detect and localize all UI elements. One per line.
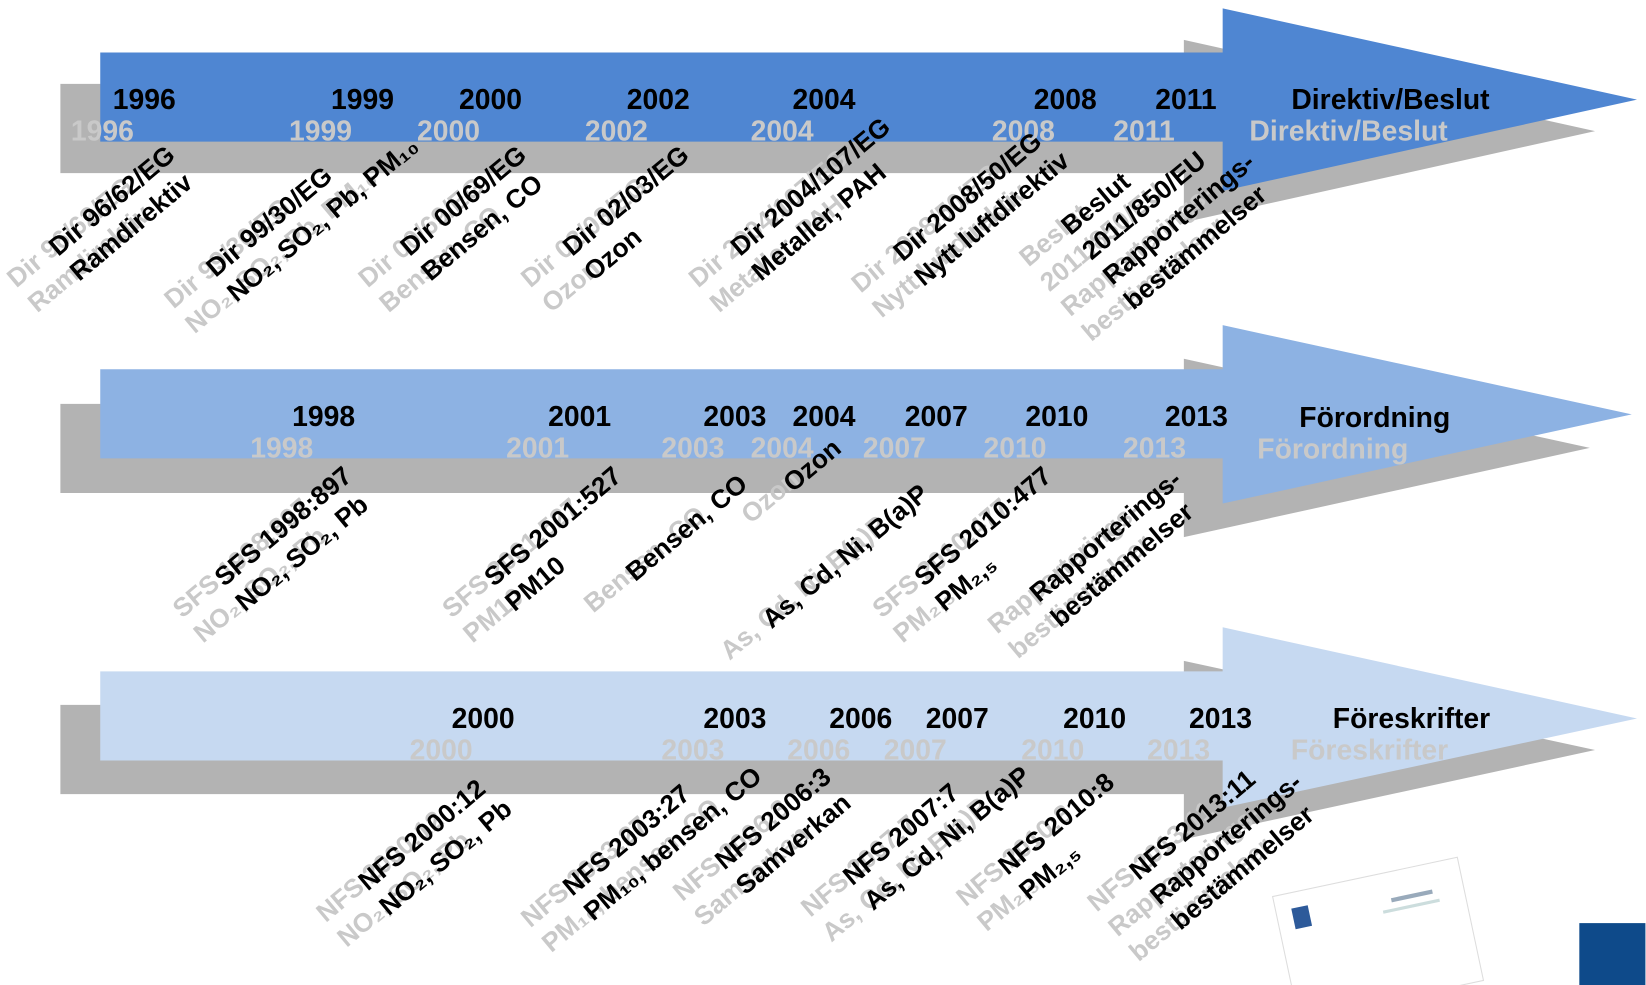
row-title-shadow: Förordning	[1257, 433, 1408, 465]
year: 2003	[703, 703, 766, 735]
row-title-shadow: Direktiv/Beslut	[1249, 116, 1448, 148]
year-shadow: 2003	[661, 432, 724, 464]
year: 2013	[1189, 703, 1252, 735]
year-shadow: 1999	[289, 116, 352, 148]
year: 1998	[292, 401, 355, 433]
year-shadow: 2000	[410, 734, 473, 766]
year-shadow: 2013	[1147, 734, 1210, 766]
arrow	[100, 8, 1638, 191]
doc-line	[1390, 889, 1433, 903]
year: 2007	[905, 401, 968, 433]
year: 1999	[331, 84, 394, 116]
row-title: Förordning	[1299, 402, 1450, 434]
year: 2002	[627, 84, 690, 116]
year: 2000	[452, 703, 515, 735]
year-shadow: 2004	[751, 116, 814, 148]
year-shadow: 2001	[506, 432, 569, 464]
year: 2013	[1165, 401, 1228, 433]
year-shadow: 2010	[1021, 734, 1084, 766]
year-shadow: 2007	[863, 432, 926, 464]
doc-line	[1382, 898, 1440, 914]
year-shadow: 1998	[250, 432, 313, 464]
year-shadow: 2013	[1123, 432, 1186, 464]
year: 2000	[459, 84, 522, 116]
logo	[1291, 905, 1313, 930]
document-thumbnail	[1271, 856, 1485, 985]
year: 2001	[548, 401, 611, 433]
corner-block	[1579, 923, 1646, 985]
year: 2007	[926, 703, 989, 735]
row-title-shadow: Föreskrifter	[1291, 734, 1448, 766]
arrow	[100, 325, 1632, 504]
year-shadow: 2008	[992, 116, 1055, 148]
row-title: Föreskrifter	[1333, 703, 1490, 735]
document	[1271, 856, 1485, 985]
year-shadow: 2006	[787, 734, 850, 766]
year: 2010	[1025, 401, 1088, 433]
year: 2008	[1034, 84, 1097, 116]
arrow	[100, 627, 1638, 808]
year-shadow: 2007	[884, 734, 947, 766]
year: 2003	[703, 401, 766, 433]
year: 1996	[113, 84, 176, 116]
year-shadow: 2010	[983, 432, 1046, 464]
year: 2004	[793, 84, 856, 116]
arrows	[60, 8, 1638, 840]
year-shadow: 2000	[417, 116, 480, 148]
year-shadow: 2002	[585, 116, 648, 148]
year: 2011	[1155, 84, 1216, 116]
year: 2006	[829, 703, 892, 735]
year: 2010	[1063, 703, 1126, 735]
year-shadow: 2003	[661, 734, 724, 766]
year-shadow: 2004	[751, 432, 814, 464]
year: 2004	[793, 401, 856, 433]
year-shadow: 1996	[71, 116, 134, 148]
row-title: Direktiv/Beslut	[1291, 84, 1490, 116]
regulation-label-shadow: Beslut2011/850/EURapporterings-bestämmel…	[1013, 128, 1239, 347]
year-shadow: 2011	[1113, 116, 1174, 148]
